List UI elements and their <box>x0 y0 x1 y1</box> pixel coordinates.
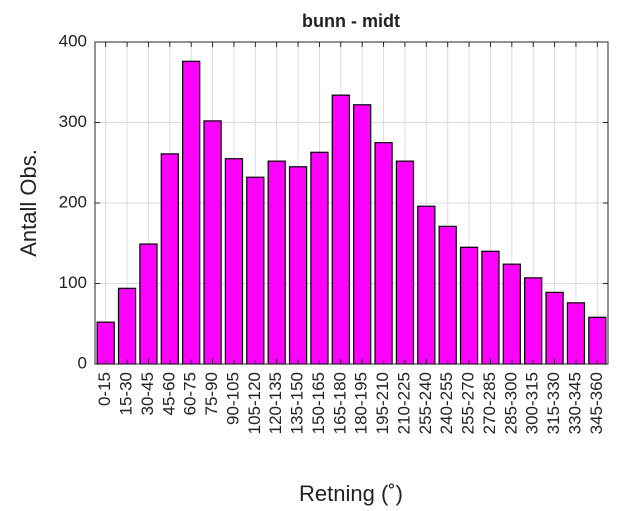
x-tick-label: 30-45 <box>138 372 157 415</box>
x-tick-label: 345-360 <box>587 372 606 434</box>
y-tick-label: 0 <box>78 353 87 372</box>
x-tick-label: 15-30 <box>117 372 136 415</box>
x-tick-label: 60-75 <box>181 372 200 415</box>
x-tick-label: 255-270 <box>459 372 478 434</box>
bar <box>288 166 308 365</box>
x-tick-label: 180-195 <box>352 372 371 434</box>
bar <box>182 60 201 365</box>
y-tick-label: 100 <box>59 273 87 292</box>
x-tick-label: 285-300 <box>501 372 520 434</box>
bar <box>566 302 586 365</box>
bar <box>459 246 479 365</box>
x-axis-label: Retning (˚) <box>299 481 403 506</box>
y-axis-label: Antall Obs. <box>16 149 41 257</box>
bar <box>267 160 286 365</box>
bar <box>545 291 564 365</box>
bar <box>203 120 222 365</box>
bar <box>353 104 372 365</box>
bar <box>310 151 329 365</box>
bar <box>524 277 543 365</box>
y-tick-label: 300 <box>59 112 87 131</box>
x-tick-label: 195-210 <box>373 372 392 434</box>
bar <box>438 225 457 365</box>
plot-frame <box>94 41 609 365</box>
bar <box>96 321 115 365</box>
bar <box>374 142 393 365</box>
chart-title: bunn - midt <box>302 11 400 31</box>
bar <box>246 176 265 365</box>
bar <box>417 205 436 365</box>
bar <box>331 94 350 365</box>
bar <box>117 287 137 365</box>
x-tick-label: 150-165 <box>309 372 328 434</box>
x-tick-label: 120-135 <box>266 372 285 434</box>
bar <box>588 316 607 365</box>
x-tick-label: 240-255 <box>437 372 456 434</box>
bar <box>224 158 244 365</box>
bar <box>481 250 500 365</box>
bar <box>395 160 415 365</box>
x-tick-label: 0-15 <box>95 372 114 406</box>
bar <box>160 153 179 365</box>
x-tick-label: 75-90 <box>202 372 221 415</box>
x-tick-label: 45-60 <box>159 372 178 415</box>
x-tick-label: 105-120 <box>245 372 264 434</box>
bar <box>502 263 521 365</box>
bar <box>139 243 158 365</box>
x-tick-label: 255-240 <box>416 372 435 434</box>
x-tick-label: 165-180 <box>330 372 349 434</box>
x-tick-label: 210-225 <box>394 372 413 434</box>
x-tick-label: 270-285 <box>480 372 499 434</box>
x-tick-label: 330-345 <box>565 372 584 434</box>
x-tick-label: 315-330 <box>544 372 563 434</box>
y-tick-label: 200 <box>59 192 87 211</box>
x-tick-label: 300-315 <box>523 372 542 434</box>
y-tick-label: 400 <box>59 31 87 50</box>
x-tick-label: 90-105 <box>223 372 242 425</box>
x-tick-label: 135-150 <box>288 372 307 434</box>
